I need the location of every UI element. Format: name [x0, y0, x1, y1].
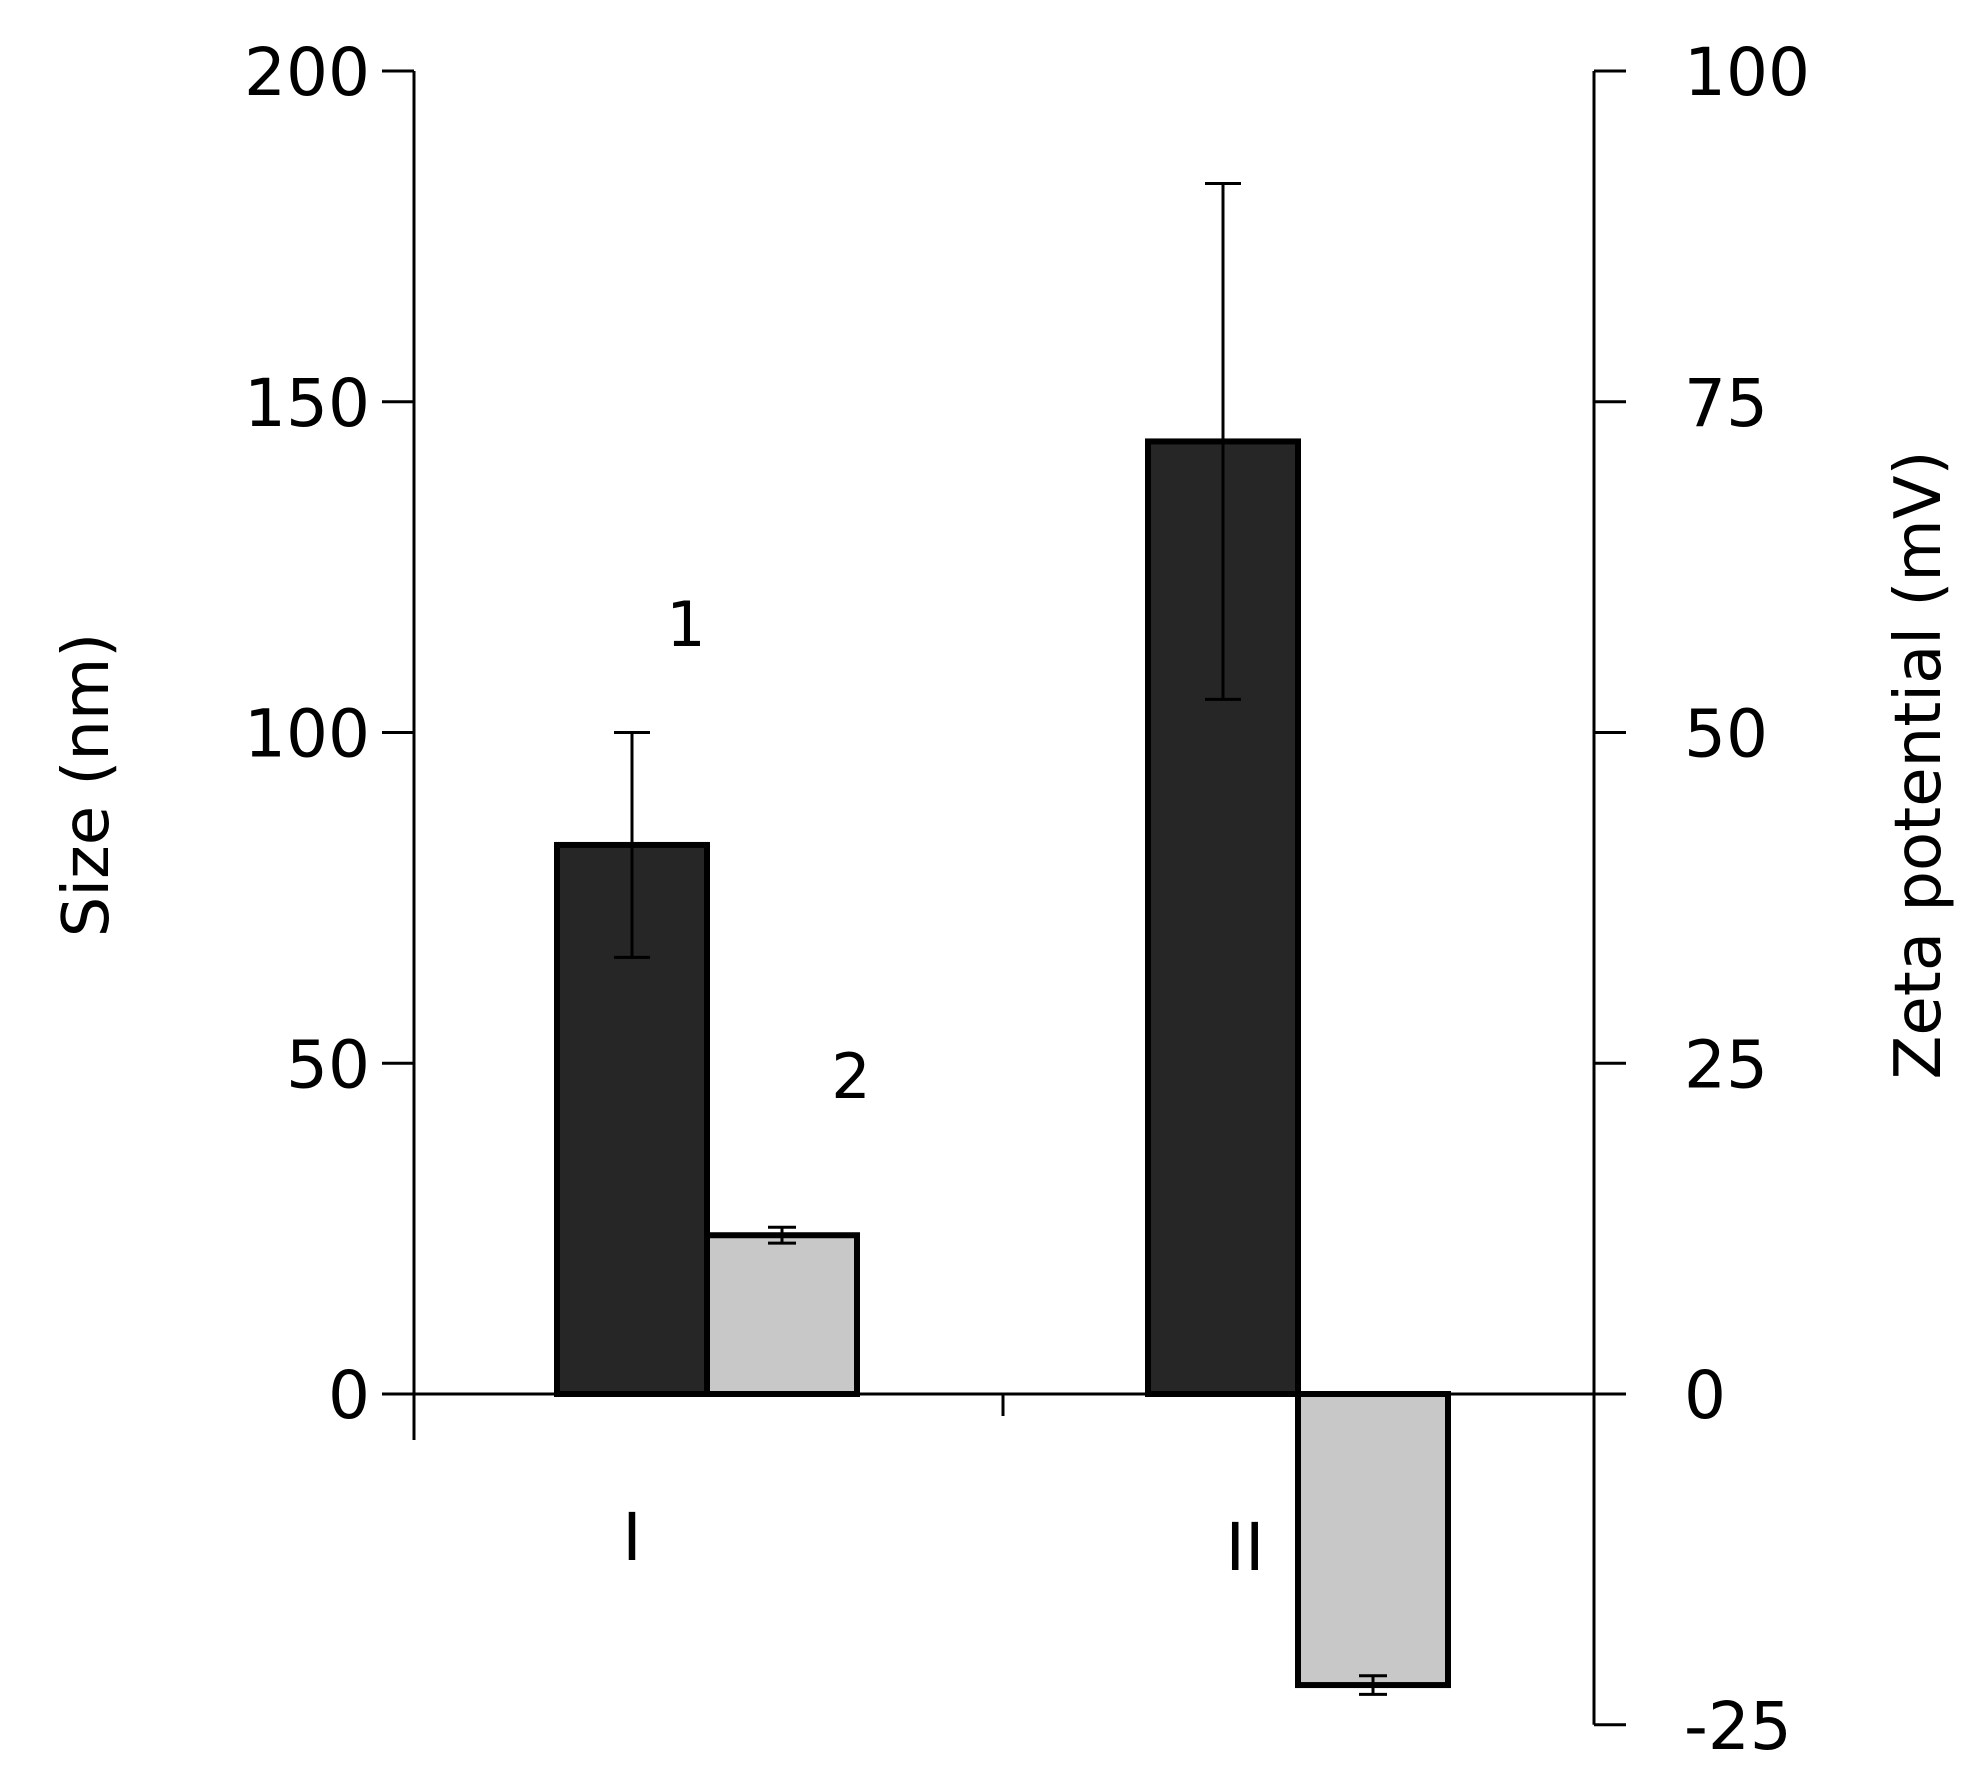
right-axis-tick-label-25: 25: [1684, 1026, 1768, 1103]
series-label-2: 2: [831, 1040, 870, 1113]
right-axis-title: Zeta potential (mV): [1882, 451, 1956, 1080]
left-axis-tick-label-200: 200: [244, 34, 370, 111]
right-axis-tick-label-50: 50: [1684, 696, 1768, 773]
series-label-1: 1: [666, 588, 705, 661]
right-axis-tick-label--25: -25: [1684, 1688, 1792, 1765]
left-axis-title: Size (nm): [50, 633, 124, 938]
bar-2-I: [704, 1232, 860, 1397]
category-label-II: II: [1226, 1509, 1265, 1586]
category-label-I: I: [622, 1499, 641, 1576]
bar-2-II: [1295, 1391, 1451, 1689]
left-axis-tick-label-150: 150: [244, 365, 370, 442]
left-axis-tick-label-100: 100: [244, 696, 370, 773]
left-axis-tick-label-0: 0: [328, 1357, 370, 1434]
right-axis-tick-label-0: 0: [1684, 1357, 1726, 1434]
right-axis-tick-label-100: 100: [1684, 34, 1810, 111]
right-axis-tick-label-75: 75: [1684, 365, 1768, 442]
left-axis-tick-label-50: 50: [286, 1026, 370, 1103]
